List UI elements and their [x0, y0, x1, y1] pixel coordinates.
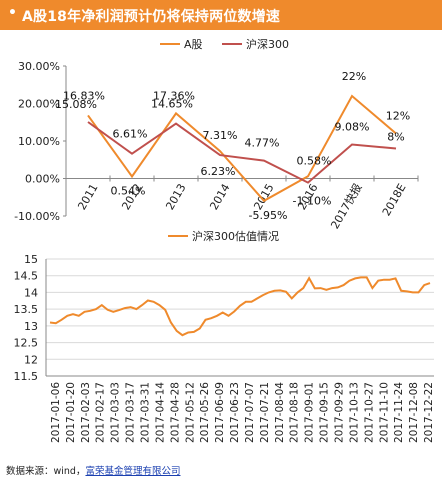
legend-a-share-label: A股 [184, 38, 203, 51]
data-label-hs300: 6.61% [113, 128, 148, 141]
chart1-legend: A股 沪深300 [160, 37, 289, 51]
chart1-x-tick-label: 2017快报 [327, 181, 364, 231]
data-label-a-share: 0.58% [297, 154, 332, 167]
data-label-hs300: -1.10% [293, 195, 332, 208]
chart1-y-tick-label: 10.00% [18, 135, 60, 148]
chart2-x-tick-label: 2017-11-10 [378, 382, 390, 443]
chart1-y-tick-label: 30.00% [18, 60, 60, 73]
data-label-a-share: 17.36% [153, 89, 195, 102]
chart2-x-tick-label: 2017-04-28 [169, 382, 181, 443]
chart2-x-tick-label: 2017-11-24 [393, 382, 405, 443]
source-note: 数据来源：wind，富荣基金管理有限公司 [6, 463, 180, 477]
chart2-x-tick-label: 2017-07-07 [244, 382, 256, 443]
earnings-growth-chart: A股 沪深300 -10.00% 0.00% 10.00% 20.00% 30.00% 2… [14, 37, 419, 231]
chart1-x-tick-label: 2011 [75, 182, 100, 213]
series-valuation-line [49, 276, 431, 337]
chart1-y-tick-label: 20.00% [18, 98, 60, 111]
chart2-legend: 沪深300估值情况 [168, 229, 279, 243]
data-label-hs300: 8% [387, 131, 404, 144]
legend-hs300-label: 沪深300 [246, 37, 289, 51]
valuation-chart: 沪深300估值情况 11.5 12 12.5 13 13.5 14 14.5 15 2017-0… [14, 229, 436, 443]
chart2-x-tick-label: 2017-10-13 [348, 382, 360, 443]
series-a-share-line [87, 94, 397, 203]
chart2-x-tick-label: 2017-06-23 [229, 382, 241, 443]
data-label-a-share: 12% [386, 110, 410, 123]
chart2-x-tick-label: 2017-07-21 [259, 382, 271, 443]
chart2-y-tick-label: 12.5 [14, 337, 39, 350]
chart2-grid [46, 258, 434, 377]
chart1-x-tick-label: 2018E [380, 181, 409, 218]
chart1-data-labels: 16.83% 0.54% 17.36% 7.31% -5.95% 0.58% 22% 12% 1… [55, 70, 410, 222]
chart2-x-tick-label: 2017-05-26 [199, 382, 211, 443]
chart1-x-tick-label: 2013 [163, 182, 188, 213]
chart2-x-tick-label: 2017-03-31 [139, 382, 151, 443]
source-prefix: 数据来源：wind， [6, 466, 86, 477]
chart2-x-tick-label: 2017-09-01 [304, 382, 316, 443]
chart2-x-tick-label: 2017-02-17 [95, 382, 107, 443]
chart2-y-tick-label: 12 [24, 353, 38, 366]
chart2-x-tick-label: 2017-01-20 [65, 382, 77, 443]
chart2-x-tick-label: 2017-09-29 [333, 382, 345, 443]
page-title: A股18年净利润预计仍将保持两位数增速 [22, 9, 281, 25]
bullet-icon: • [8, 5, 17, 21]
chart1-x-tick-label: 2014 [207, 182, 232, 213]
chart1-lines [87, 94, 397, 203]
data-label-hs300: 6.23% [201, 165, 236, 178]
chart2-x-tick-label: 2017-06-09 [214, 382, 226, 443]
chart1-y-tick-label: -10.00% [14, 210, 60, 223]
chart2-lines [49, 276, 431, 337]
chart2-y-tick-label: 13.5 [14, 303, 39, 316]
title-bar: • A股18年净利润预计仍将保持两位数增速 [0, 0, 442, 30]
data-label-a-share: 0.54% [111, 184, 146, 197]
data-label-hs300: 15.08% [55, 98, 97, 111]
chart2-y-tick-label: 14.5 [14, 270, 39, 283]
data-label-a-share: 16.83% [63, 89, 105, 102]
data-label-hs300: 4.77% [245, 137, 280, 150]
chart2-y-tick-label: 14 [24, 286, 38, 299]
chart2-x-tick-label: 2017-08-18 [289, 382, 301, 443]
chart2-x-tick-label: 2017-08-04 [274, 382, 286, 443]
chart2-x-tick-label: 2017-02-03 [80, 382, 92, 443]
chart1-y-tick-label: 0.00% [25, 173, 60, 186]
chart2-x-tick-label: 2017-09-15 [319, 382, 331, 443]
chart2-x-tick-label: 2017-04-14 [154, 382, 166, 443]
legend-valuation-label: 沪深300估值情况 [192, 229, 279, 243]
chart2-x-tick-label: 2017-01-06 [50, 382, 62, 443]
data-label-a-share: 7.31% [203, 129, 238, 142]
series-hs300-line [87, 121, 397, 184]
chart2-x-tick-label: 2017-03-17 [125, 382, 137, 443]
data-label-hs300: 9.08% [335, 120, 370, 133]
data-label-a-share: -5.95% [249, 209, 288, 222]
source-link[interactable]: 富荣基金管理有限公司 [85, 466, 181, 477]
data-label-a-share: 22% [342, 70, 366, 83]
chart2-x-tick-label: 2017-12-22 [423, 382, 435, 443]
chart2-x-tick-label: 2017-03-03 [110, 382, 122, 443]
chart2-y-tick-label: 15 [24, 253, 38, 266]
chart2-y-tick-label: 11.5 [14, 370, 39, 383]
chart2-x-tick-label: 2017-12-08 [408, 382, 420, 443]
data-label-hs300: 14.65% [151, 98, 193, 111]
chart2-x-tick-label: 2017-05-12 [184, 382, 196, 443]
chart2-x-tick-label: 2017-10-27 [363, 382, 375, 443]
chart2-y-tick-label: 13 [24, 320, 38, 333]
